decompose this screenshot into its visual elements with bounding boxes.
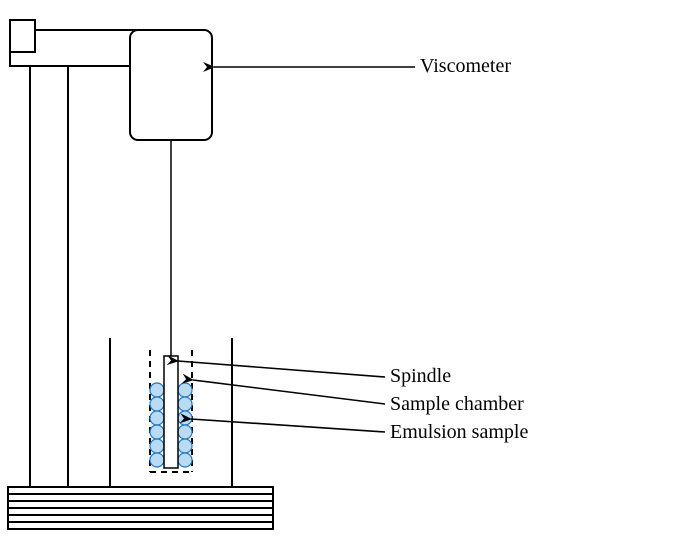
label-emulsion-sample: Emulsion sample [390, 421, 528, 444]
label-spindle: Spindle [390, 365, 451, 388]
label-sample-chamber: Sample chamber [390, 393, 524, 416]
label-viscometer: Viscometer [420, 55, 511, 78]
viscometer-diagram [0, 0, 683, 553]
